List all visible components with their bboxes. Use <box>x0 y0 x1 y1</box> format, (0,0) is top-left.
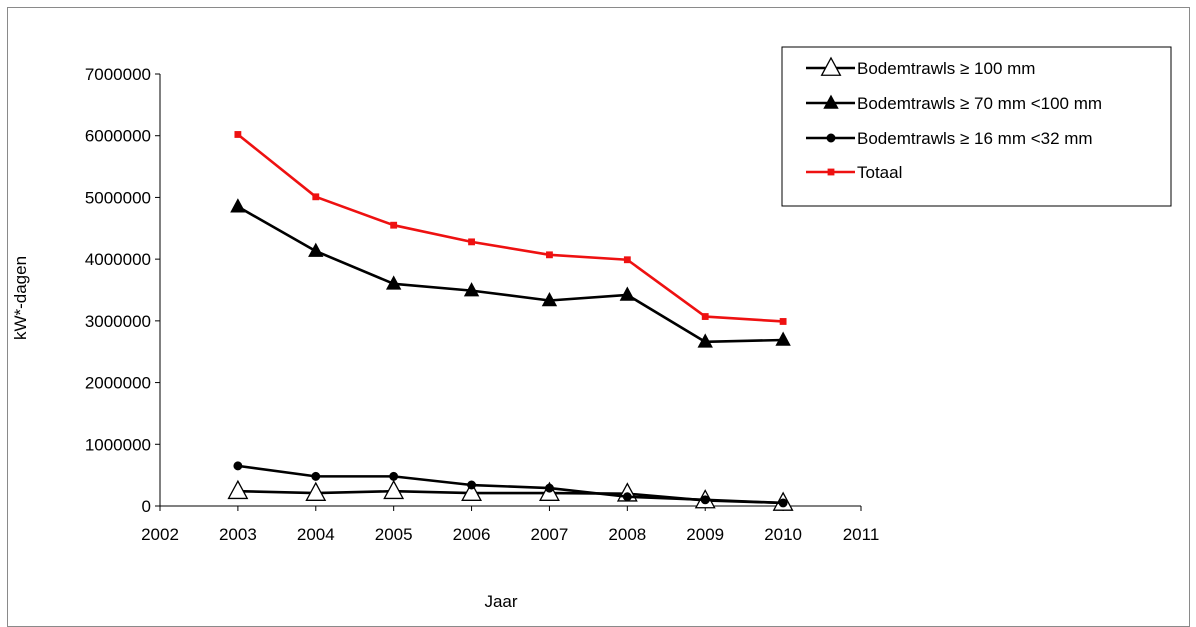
legend-label: Bodemtrawls ≥ 16 mm <32 mm <box>857 129 1093 148</box>
y-tick-label: 4000000 <box>85 250 151 269</box>
open-triangle-marker <box>461 481 482 501</box>
circle-marker <box>467 480 477 490</box>
open-triangle-marker <box>383 479 405 500</box>
y-tick-label: 3000000 <box>85 312 151 331</box>
filled-triangle-marker <box>541 292 558 307</box>
circle-marker <box>622 492 632 502</box>
filled-triangle-marker <box>823 94 839 109</box>
filled-triangle-marker <box>230 198 246 213</box>
filled-triangle-marker <box>697 333 713 348</box>
x-tick-label: 2005 <box>375 525 413 544</box>
legend-item: Bodemtrawls ≥ 70 mm <100 mm <box>806 94 1102 113</box>
filled-triangle-marker <box>619 286 636 301</box>
filled-triangle-marker <box>308 242 324 257</box>
x-tick-label: 2002 <box>141 525 179 544</box>
x-tick-label: 2011 <box>843 525 880 544</box>
x-tick-label: 2009 <box>686 525 724 544</box>
circle-marker <box>826 133 836 143</box>
x-tick-label: 2003 <box>219 525 257 544</box>
x-tick-label: 2004 <box>297 525 335 544</box>
x-axis-title: Jaar <box>484 592 517 611</box>
y-axis-title: kW*-dagen <box>11 256 30 340</box>
square-marker <box>779 318 787 325</box>
square-marker <box>234 131 242 138</box>
x-tick-label: 2008 <box>608 525 646 544</box>
y-tick-label: 6000000 <box>85 127 151 146</box>
circle-marker <box>700 495 710 505</box>
legend-item: Totaal <box>806 163 902 182</box>
square-marker <box>546 251 553 259</box>
circle-marker <box>233 461 243 471</box>
square-marker <box>827 168 835 176</box>
open-triangle-marker <box>305 481 327 501</box>
series-3 <box>234 131 787 325</box>
filled-triangle-marker <box>463 282 480 297</box>
square-marker <box>468 238 475 246</box>
legend-label: Bodemtrawls ≥ 70 mm <100 mm <box>857 94 1102 113</box>
y-tick-label: 5000000 <box>85 188 151 207</box>
series-1 <box>230 198 791 348</box>
legend-item: Bodemtrawls ≥ 16 mm <32 mm <box>806 129 1093 148</box>
square-marker <box>701 313 709 320</box>
circle-marker <box>311 471 321 481</box>
series-line <box>237 205 784 344</box>
open-triangle-marker <box>820 56 842 76</box>
y-tick-label: 7000000 <box>85 65 151 84</box>
series-line <box>237 464 784 505</box>
circle-marker <box>389 471 399 481</box>
filled-triangle-marker <box>775 331 791 346</box>
axes: 0 1000000 2000000 3000000 4000000 5000000 6000… <box>85 65 879 544</box>
square-marker <box>623 256 631 264</box>
legend-item: Bodemtrawls ≥ 100 mm <box>806 56 1035 78</box>
y-tick-label: 0 <box>142 497 151 516</box>
square-marker <box>312 193 320 201</box>
legend-box <box>781 46 1172 207</box>
square-marker <box>390 221 398 229</box>
legend: Bodemtrawls ≥ 100 mm Bodemtrawls ≥ 70 mm … <box>781 46 1172 207</box>
open-triangle-marker <box>227 479 249 500</box>
y-tick-label: 1000000 <box>85 435 151 454</box>
x-tick-label: 2010 <box>764 525 802 544</box>
circle-marker <box>778 498 788 508</box>
filled-triangle-marker <box>385 275 402 290</box>
circle-marker <box>544 483 554 493</box>
legend-label: Totaal <box>857 163 902 182</box>
series-2 <box>233 461 788 508</box>
x-tick-label: 2006 <box>453 525 491 544</box>
y-tick-label: 2000000 <box>85 374 151 393</box>
series-layer <box>227 131 794 511</box>
series-line <box>237 133 784 323</box>
legend-label: Bodemtrawls ≥ 100 mm <box>857 59 1035 78</box>
x-tick-label: 2007 <box>531 525 569 544</box>
